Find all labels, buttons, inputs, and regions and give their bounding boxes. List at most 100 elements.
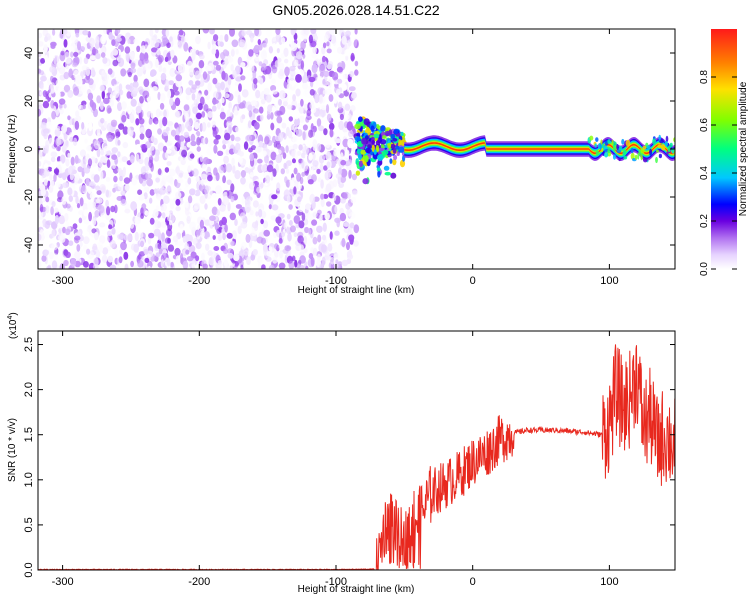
noise-blob [50, 151, 58, 158]
noise-blob [69, 132, 73, 141]
noise-blob [130, 67, 137, 74]
noise-blob [249, 172, 254, 178]
noise-blob [233, 109, 239, 116]
noise-blob [187, 164, 195, 172]
noise-blob [84, 219, 90, 225]
noise-blob [349, 222, 355, 229]
y-tick-label: 0.5 [23, 517, 35, 532]
noise-blob [73, 86, 80, 96]
noise-blob [298, 144, 303, 151]
noise-blob [181, 149, 188, 158]
noise-blob [169, 67, 176, 77]
noise-blob [132, 81, 139, 89]
noise-blob [211, 206, 218, 216]
noise-blob [292, 143, 298, 150]
noise-blob [295, 88, 301, 97]
noise-blob [252, 200, 259, 208]
noise-blob [278, 98, 282, 106]
noise-blob [133, 74, 138, 83]
noise-blob [43, 44, 48, 53]
noise-blob [117, 57, 125, 67]
noise-blob [167, 237, 171, 244]
noise-blob [64, 212, 69, 222]
noise-blob [354, 29, 358, 35]
transition-blob [375, 145, 380, 153]
noise-blob [204, 193, 212, 200]
noise-blob [105, 199, 109, 208]
noise-blob [344, 114, 350, 120]
noise-blob [157, 128, 162, 135]
noise-blob [305, 203, 311, 211]
transition-blob [360, 149, 367, 155]
noise-blob [294, 259, 298, 268]
noise-blob [73, 177, 79, 185]
noise-blob [100, 52, 106, 58]
noise-blob [89, 55, 97, 61]
noise-blob [226, 232, 233, 239]
noise-blob [54, 214, 60, 225]
noise-blob [65, 158, 70, 167]
noise-blob [158, 247, 163, 255]
noise-blob [134, 216, 141, 225]
noise-blob [213, 34, 219, 42]
noise-blob [252, 249, 258, 256]
noise-blob [67, 89, 74, 98]
transition-blob [390, 172, 397, 179]
noise-blob [58, 208, 63, 215]
noise-blob [106, 134, 114, 142]
noise-blob [307, 237, 312, 247]
noise-blob [112, 48, 119, 56]
transition-blob [376, 167, 381, 172]
noise-blob [321, 244, 327, 253]
signal-spot [630, 147, 634, 154]
noise-blob [337, 101, 343, 110]
noise-blob [321, 154, 326, 162]
noise-blob [201, 111, 206, 118]
noise-blob [38, 41, 44, 47]
y-tick-label: 1.0 [23, 472, 35, 487]
noise-blob [338, 167, 343, 176]
noise-blob [334, 205, 338, 214]
noise-blob [347, 159, 353, 166]
noise-blob [226, 109, 231, 117]
noise-blob [232, 69, 237, 79]
noise-blob [272, 104, 279, 111]
snr-y-ticks: 0.0 0.5 1.0 1.5 2.0 2.5 [23, 337, 675, 578]
noise-blob [279, 90, 286, 100]
noise-blob [237, 225, 242, 235]
noise-blob [253, 77, 258, 85]
noise-blob [222, 175, 227, 184]
noise-blob [89, 37, 95, 48]
noise-blob [226, 179, 232, 185]
noise-blob [87, 92, 94, 101]
noise-blob [350, 105, 356, 112]
noise-blob [95, 53, 101, 60]
noise-blob [222, 144, 227, 150]
noise-blob [124, 46, 131, 54]
noise-blob [75, 195, 79, 205]
noise-blob [301, 159, 305, 169]
noise-blob [191, 84, 197, 90]
signal-spot [666, 151, 669, 156]
noise-blob [204, 219, 211, 226]
noise-blob [348, 249, 352, 258]
signal-spot [603, 145, 608, 150]
signal-spot [589, 135, 594, 141]
noise-blob [295, 74, 302, 83]
noise-blob [353, 240, 359, 247]
noise-blob [297, 235, 304, 244]
noise-blob [140, 166, 147, 175]
transition-blob [396, 151, 400, 156]
noise-blob [190, 140, 197, 147]
noise-blob [322, 55, 326, 63]
noise-blob [275, 154, 282, 164]
noise-blob [141, 203, 147, 210]
noise-blob [50, 100, 55, 109]
noise-blob [298, 220, 305, 229]
noise-blob [83, 209, 89, 217]
noise-blob [66, 203, 71, 209]
transition-blob [385, 130, 391, 137]
noise-blob [137, 189, 143, 195]
noise-blob [67, 152, 71, 159]
